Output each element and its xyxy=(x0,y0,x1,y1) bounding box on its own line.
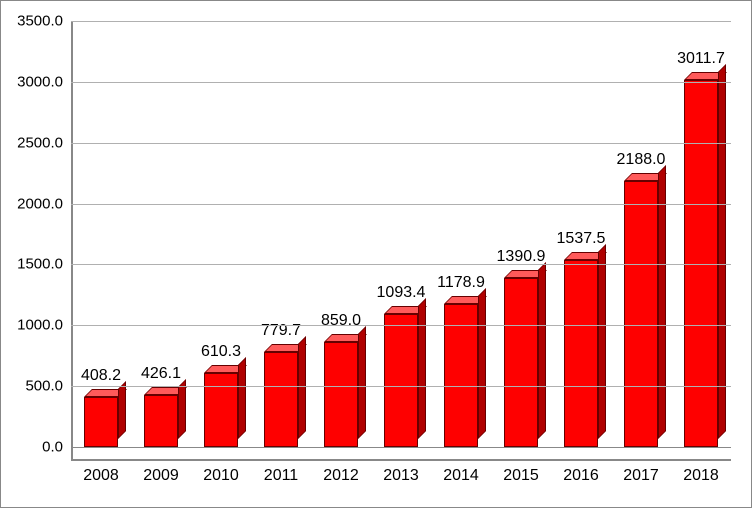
chart-floor xyxy=(71,447,731,461)
bar-value-label: 3011.7 xyxy=(677,50,725,68)
y-tick-label: 0.0 xyxy=(42,439,71,456)
bar-side xyxy=(658,165,666,439)
bar-face xyxy=(144,395,179,447)
x-tick-label: 2012 xyxy=(323,461,359,485)
x-tick-label: 2018 xyxy=(683,461,719,485)
bar-value-label: 859.0 xyxy=(321,312,361,330)
bars-container: 408.2 426.1 610.3 779.7 859.0 1093.4 1178.9 139… xyxy=(71,21,731,447)
y-tick-label: 2000.0 xyxy=(17,195,71,212)
bar-side xyxy=(238,357,246,439)
x-tick-label: 2008 xyxy=(83,461,119,485)
bar-side xyxy=(538,262,546,439)
bar-face xyxy=(324,342,359,447)
x-tick-label: 2011 xyxy=(264,461,298,485)
gridline xyxy=(71,21,731,22)
bar-face xyxy=(504,278,539,447)
gridline xyxy=(71,204,731,205)
bar-side xyxy=(478,288,486,439)
y-tick-label: 1500.0 xyxy=(17,256,71,273)
bar: 1390.9 xyxy=(504,278,539,447)
y-tick-label: 3000.0 xyxy=(17,73,71,90)
bar-value-label: 1537.5 xyxy=(557,230,606,248)
bar: 1093.4 xyxy=(384,314,419,447)
gridline xyxy=(71,82,731,83)
bar-face xyxy=(624,181,659,447)
bar-value-label: 1390.9 xyxy=(497,248,546,266)
bar-face xyxy=(204,373,239,447)
bar: 610.3 xyxy=(204,373,239,447)
x-tick-label: 2017 xyxy=(623,461,659,485)
y-tick-label: 1000.0 xyxy=(17,317,71,334)
y-tick-label: 500.0 xyxy=(25,378,71,395)
gridline xyxy=(71,264,731,265)
x-tick-label: 2015 xyxy=(503,461,539,485)
bar: 779.7 xyxy=(264,352,299,447)
bar-side xyxy=(718,64,726,439)
gridline xyxy=(71,386,731,387)
bar: 426.1 xyxy=(144,395,179,447)
bar-side xyxy=(418,298,426,439)
bar-face xyxy=(564,260,599,447)
bar-face xyxy=(84,397,119,447)
x-tick-label: 2009 xyxy=(143,461,179,485)
y-tick-label: 3500.0 xyxy=(17,13,71,30)
bar-face xyxy=(264,352,299,447)
x-tick-label: 2013 xyxy=(383,461,419,485)
bar: 859.0 xyxy=(324,342,359,447)
bar-value-label: 426.1 xyxy=(141,365,181,383)
bar-face xyxy=(384,314,419,447)
bar-value-label: 1093.4 xyxy=(377,284,426,302)
bar-side xyxy=(358,326,366,439)
x-tick-label: 2014 xyxy=(443,461,479,485)
y-tick-label: 2500.0 xyxy=(17,134,71,151)
gridline xyxy=(71,325,731,326)
bar-value-label: 1178.9 xyxy=(437,274,485,292)
floor-back-edge xyxy=(71,447,731,448)
bar-value-label: 408.2 xyxy=(81,367,121,385)
bar: 1537.5 xyxy=(564,260,599,447)
x-tick-label: 2016 xyxy=(563,461,599,485)
bar-value-label: 610.3 xyxy=(201,343,241,361)
bar: 408.2 xyxy=(84,397,119,447)
bar-side xyxy=(118,381,126,439)
bar-side xyxy=(298,336,306,439)
bar: 2188.0 xyxy=(624,181,659,447)
bar-side xyxy=(178,379,186,439)
chart-frame: 408.2 426.1 610.3 779.7 859.0 1093.4 1178.9 139… xyxy=(0,0,752,508)
bar-value-label: 2188.0 xyxy=(617,151,666,169)
gridline xyxy=(71,143,731,144)
x-tick-label: 2010 xyxy=(203,461,239,485)
plot-area: 408.2 426.1 610.3 779.7 859.0 1093.4 1178.9 139… xyxy=(71,21,731,461)
bar-side xyxy=(598,244,606,439)
